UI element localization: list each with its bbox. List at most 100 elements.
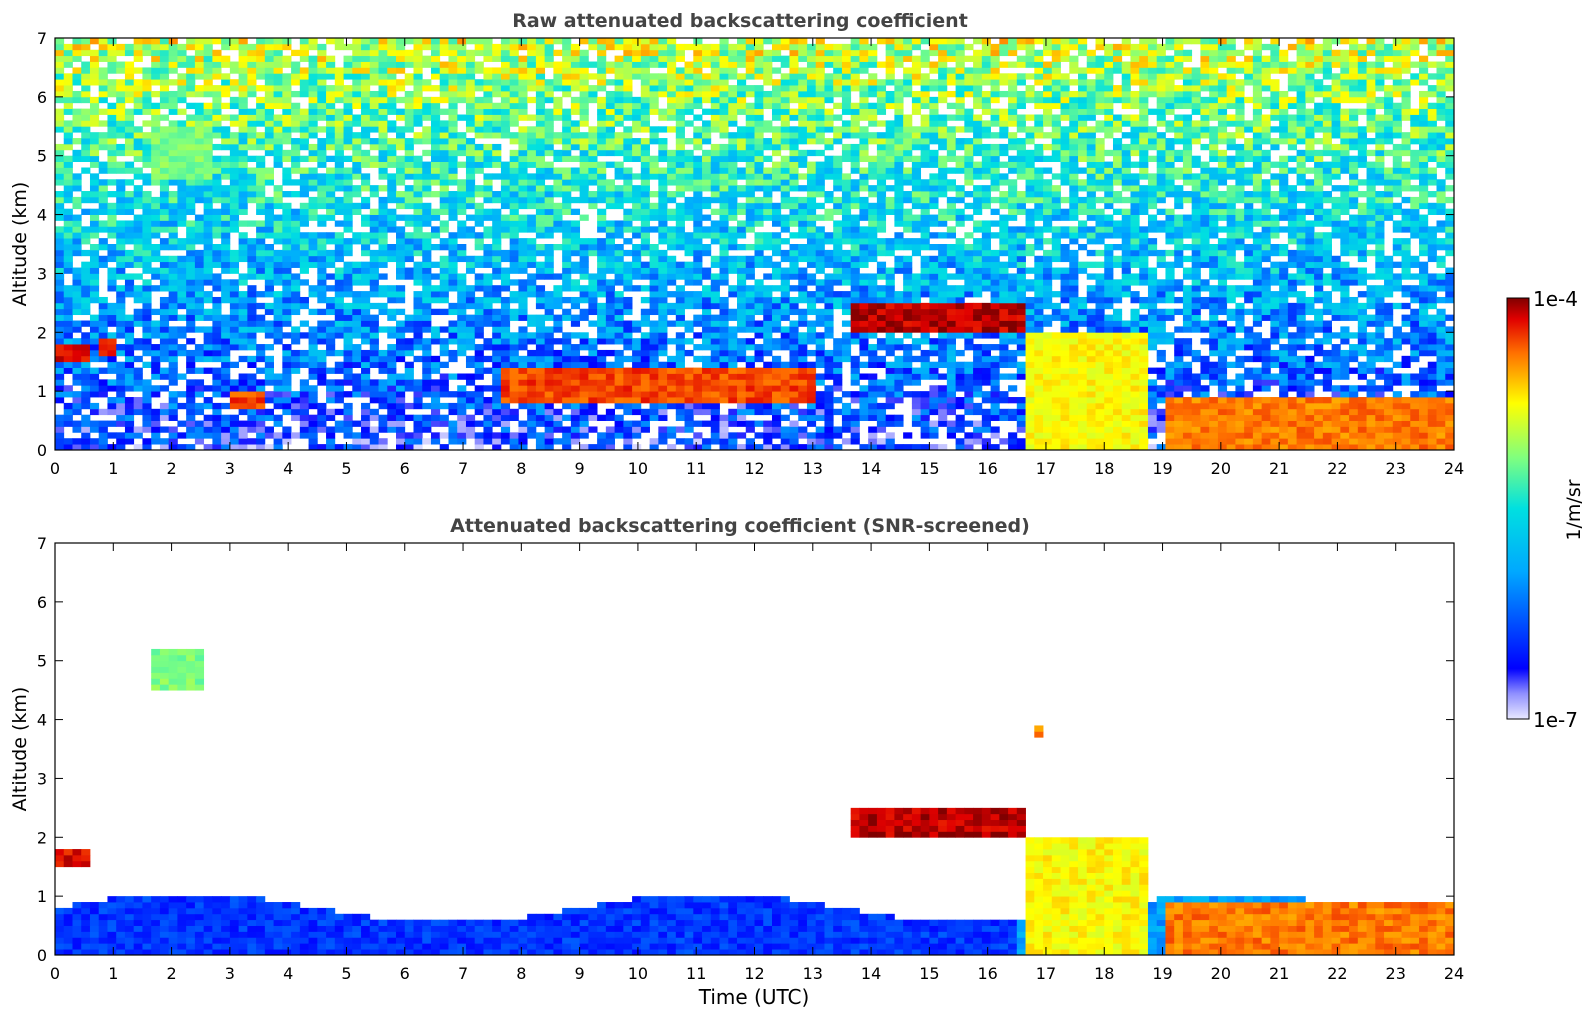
heatmap-cell bbox=[535, 438, 546, 445]
heatmap-cell bbox=[116, 414, 126, 421]
heatmap-cell bbox=[151, 43, 161, 51]
heatmap-cell bbox=[614, 232, 624, 239]
heatmap-cell bbox=[151, 196, 161, 204]
heatmap-cell bbox=[658, 55, 668, 62]
heatmap-cell bbox=[789, 391, 799, 398]
heatmap-cell bbox=[361, 173, 371, 180]
heatmap-cell bbox=[256, 49, 266, 57]
heatmap-cell bbox=[500, 267, 511, 274]
heatmap-cell bbox=[387, 291, 397, 298]
heatmap-cell bbox=[430, 273, 441, 280]
heatmap-cell bbox=[98, 355, 108, 363]
heatmap-cell bbox=[719, 132, 729, 139]
heatmap-cell bbox=[238, 326, 248, 333]
heatmap-cell bbox=[63, 244, 73, 251]
heatmap-cell bbox=[500, 167, 511, 174]
heatmap-cell bbox=[116, 291, 126, 298]
heatmap-cell bbox=[754, 349, 764, 357]
heatmap-cell bbox=[55, 108, 65, 115]
heatmap-cell bbox=[798, 173, 808, 180]
heatmap-cell bbox=[632, 273, 642, 280]
heatmap-cell bbox=[780, 191, 790, 198]
heatmap-cell bbox=[623, 426, 633, 433]
heatmap-cell bbox=[308, 391, 318, 398]
heatmap-cell bbox=[535, 49, 546, 57]
heatmap-cell bbox=[186, 326, 196, 333]
heatmap-cell bbox=[142, 90, 152, 98]
heatmap-cell bbox=[658, 220, 668, 227]
heatmap-cell bbox=[745, 55, 755, 62]
heatmap-cell bbox=[159, 61, 170, 68]
heatmap-cell bbox=[430, 402, 441, 410]
heatmap-cell bbox=[535, 349, 546, 357]
heatmap-cell bbox=[684, 444, 694, 451]
heatmap-cell bbox=[413, 432, 423, 439]
heatmap-cell bbox=[474, 296, 484, 304]
heatmap-cell bbox=[614, 296, 624, 304]
heatmap-cell bbox=[221, 155, 231, 162]
heatmap-cell bbox=[789, 90, 799, 98]
heatmap-cell bbox=[509, 361, 519, 368]
heatmap-cell bbox=[422, 355, 432, 363]
heatmap-cell bbox=[124, 249, 135, 257]
heatmap-cell bbox=[124, 355, 135, 363]
heatmap-cell bbox=[387, 43, 397, 51]
heatmap-cell bbox=[457, 149, 467, 157]
heatmap-cell bbox=[780, 332, 790, 339]
heatmap-cell bbox=[81, 332, 91, 339]
heatmap-cell bbox=[299, 38, 309, 45]
heatmap-cell bbox=[422, 420, 432, 427]
heatmap-cell bbox=[124, 191, 135, 198]
heatmap-cell bbox=[72, 226, 82, 233]
heatmap-cell bbox=[719, 161, 729, 168]
heatmap-cell bbox=[422, 255, 432, 263]
heatmap-cell bbox=[588, 355, 598, 363]
heatmap-cell bbox=[317, 414, 327, 421]
heatmap-cell bbox=[343, 391, 353, 398]
heatmap-cell bbox=[317, 220, 327, 227]
heatmap-cell bbox=[203, 49, 213, 57]
heatmap-cell bbox=[273, 132, 283, 139]
heatmap-cell bbox=[527, 67, 537, 74]
heatmap-cell bbox=[465, 79, 476, 86]
heatmap-cell bbox=[194, 143, 205, 151]
heatmap-cell bbox=[369, 138, 379, 145]
heatmap-cell bbox=[343, 220, 353, 227]
heatmap-cell bbox=[378, 402, 388, 410]
heatmap-cell bbox=[238, 220, 248, 227]
heatmap-cell bbox=[317, 379, 327, 386]
heatmap-cell bbox=[282, 120, 292, 127]
heatmap-cell bbox=[186, 285, 196, 292]
heatmap-cell bbox=[623, 149, 633, 157]
heatmap-cell bbox=[404, 314, 414, 321]
heatmap-cell bbox=[422, 426, 432, 433]
heatmap-cell bbox=[89, 220, 100, 227]
heatmap-cell bbox=[457, 291, 467, 298]
heatmap-cell bbox=[55, 349, 65, 357]
heatmap-cell bbox=[562, 285, 572, 292]
heatmap-cell bbox=[562, 67, 572, 74]
heatmap-cell bbox=[763, 261, 773, 268]
heatmap-cell bbox=[98, 338, 108, 345]
heatmap-cell bbox=[518, 185, 528, 192]
heatmap-cell bbox=[98, 79, 108, 86]
heatmap-cell bbox=[658, 208, 668, 215]
heatmap-cell bbox=[317, 308, 327, 316]
heatmap-cell bbox=[562, 143, 572, 151]
heatmap-cell bbox=[667, 244, 677, 251]
heatmap-cell bbox=[667, 108, 677, 115]
heatmap-cell bbox=[264, 132, 274, 139]
heatmap-cell bbox=[702, 120, 712, 127]
heatmap-cell bbox=[168, 202, 178, 210]
heatmap-cell bbox=[308, 214, 318, 221]
heatmap-cell bbox=[107, 161, 117, 168]
heatmap-cell bbox=[334, 232, 344, 239]
heatmap-cell bbox=[737, 138, 747, 145]
heatmap-cell bbox=[684, 249, 694, 257]
heatmap-cell bbox=[798, 344, 808, 351]
heatmap-cell bbox=[667, 38, 677, 45]
heatmap-cell bbox=[387, 96, 397, 104]
heatmap-cell bbox=[527, 138, 537, 145]
heatmap-cell bbox=[553, 285, 563, 292]
heatmap-cell bbox=[789, 214, 799, 221]
